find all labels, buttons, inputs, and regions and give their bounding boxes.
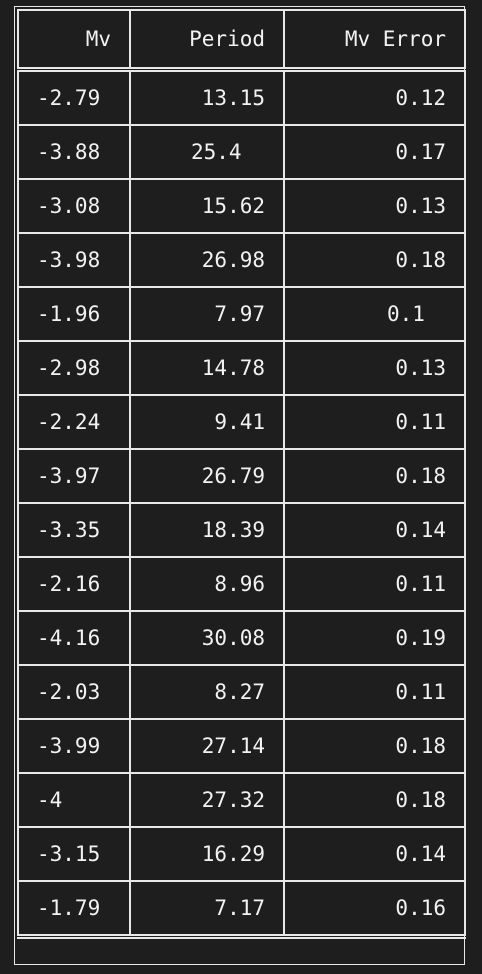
cell-mv: -3.99: [17, 718, 131, 774]
cell-mv-error: 0.11: [283, 394, 466, 450]
cell-mv: -3.08: [17, 178, 131, 234]
table-row: -2.79 13.15 0.12: [17, 68, 466, 126]
header-mv-error: Mv Error: [283, 9, 466, 72]
table-row: -2.98 14.78 0.13: [17, 340, 466, 396]
cell-mv-error: 0.18: [283, 772, 466, 828]
table-row: -4.16 30.08 0.19: [17, 610, 466, 666]
cell-period: 9.41: [129, 394, 285, 450]
cell-mv: -2.03: [17, 664, 131, 720]
cell-mv: -2.98: [17, 340, 131, 396]
cell-mv: -2.79: [17, 68, 131, 126]
table-row: -3.98 26.98 0.18: [17, 232, 466, 288]
cell-period: 26.79: [129, 448, 285, 504]
cell-mv-error: 0.11: [283, 556, 466, 612]
table-row: -2.24 9.41 0.11: [17, 394, 466, 450]
cell-mv-error: 0.13: [283, 340, 466, 396]
cell-period: 14.78: [129, 340, 285, 396]
data-table: Mv Period Mv Error -2.79 13.15 0.12 -3.88 25…: [17, 9, 466, 939]
table-header-row: Mv Period Mv Error: [17, 9, 466, 72]
cell-period: 26.98: [129, 232, 285, 288]
cell-mv-error: 0.14: [283, 826, 466, 882]
cell-mv: -3.97: [17, 448, 131, 504]
header-period: Period: [129, 9, 285, 72]
cell-mv: -2.16: [17, 556, 131, 612]
cell-mv-error: 0.18: [283, 232, 466, 288]
cell-mv-error: 0.13: [283, 178, 466, 234]
cell-period: 25.4: [129, 124, 285, 180]
data-table-frame: Mv Period Mv Error -2.79 13.15 0.12 -3.88 25…: [14, 6, 466, 965]
cell-period: 8.96: [129, 556, 285, 612]
cell-mv-error: 0.16: [283, 880, 466, 939]
cell-mv-error: 0.14: [283, 502, 466, 558]
cell-period: 15.62: [129, 178, 285, 234]
cell-period: 27.32: [129, 772, 285, 828]
cell-mv: -3.88: [17, 124, 131, 180]
table-row: -3.08 15.62 0.13: [17, 178, 466, 234]
cell-mv: -3.35: [17, 502, 131, 558]
table-row: -3.35 18.39 0.14: [17, 502, 466, 558]
cell-mv: -3.98: [17, 232, 131, 288]
cell-mv: -4: [17, 772, 131, 828]
header-mv: Mv: [17, 9, 131, 72]
cell-mv: -1.96: [17, 286, 131, 342]
cell-period: 16.29: [129, 826, 285, 882]
cell-mv-error: 0.11: [283, 664, 466, 720]
cell-period: 13.15: [129, 68, 285, 126]
cell-mv-error: 0.17: [283, 124, 466, 180]
table-row: -2.16 8.96 0.11: [17, 556, 466, 612]
cell-period: 18.39: [129, 502, 285, 558]
table-row: -1.79 7.17 0.16: [17, 880, 466, 939]
table-row: -3.15 16.29 0.14: [17, 826, 466, 882]
cell-mv: -2.24: [17, 394, 131, 450]
table-row: -2.03 8.27 0.11: [17, 664, 466, 720]
cell-mv: -4.16: [17, 610, 131, 666]
table-row: -3.97 26.79 0.18: [17, 448, 466, 504]
cell-period: 7.17: [129, 880, 285, 939]
cell-period: 27.14: [129, 718, 285, 774]
cell-mv-error: 0.18: [283, 718, 466, 774]
cell-mv-error: 0.1: [283, 286, 466, 342]
table-row: -3.99 27.14 0.18: [17, 718, 466, 774]
cell-mv: -3.15: [17, 826, 131, 882]
cell-mv-error: 0.12: [283, 68, 466, 126]
table-row: -4 27.32 0.18: [17, 772, 466, 828]
cell-period: 30.08: [129, 610, 285, 666]
cell-mv-error: 0.19: [283, 610, 466, 666]
cell-period: 8.27: [129, 664, 285, 720]
cell-mv-error: 0.18: [283, 448, 466, 504]
table-row: -3.88 25.4 0.17: [17, 124, 466, 180]
cell-mv: -1.79: [17, 880, 131, 939]
cell-period: 7.97: [129, 286, 285, 342]
table-row: -1.96 7.97 0.1: [17, 286, 466, 342]
